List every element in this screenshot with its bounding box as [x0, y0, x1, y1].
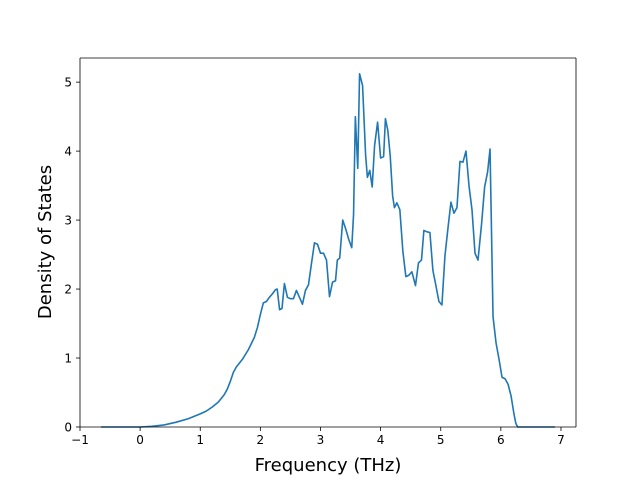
y-tick-label: 5 — [64, 76, 72, 90]
x-tick-label: 1 — [196, 433, 204, 447]
y-tick-label: 0 — [64, 421, 72, 435]
y-tick-label: 1 — [64, 352, 72, 366]
x-tick-label: 4 — [377, 433, 385, 447]
x-tick-label: 5 — [437, 433, 445, 447]
plot-area — [101, 73, 555, 428]
x-axis-label: Frequency (THz) — [255, 455, 402, 476]
x-tick-label: 2 — [257, 433, 265, 447]
y-axis-label: Density of States — [35, 165, 56, 319]
x-tick-label: 7 — [557, 433, 565, 447]
x-tick-label: −1 — [71, 433, 89, 447]
x-tick-label: 0 — [136, 433, 144, 447]
series-line-0 — [101, 73, 555, 428]
y-tick-label: 4 — [64, 145, 72, 159]
y-tick-label: 2 — [64, 283, 72, 297]
y-tick-label: 3 — [64, 214, 72, 228]
x-tick-label: 6 — [497, 433, 505, 447]
x-tick-label: 3 — [317, 433, 325, 447]
